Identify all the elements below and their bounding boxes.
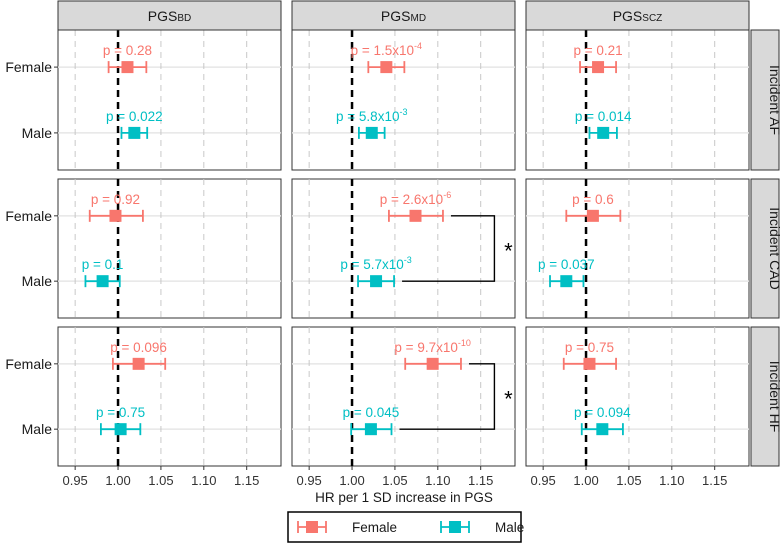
panel-hf-bd	[57, 326, 282, 467]
x-tick-label: 1.05	[382, 473, 407, 488]
p-value-label-cad-md-female: p = 2.6x10-6	[380, 190, 451, 207]
significance-bracket-cad	[402, 215, 496, 282]
panel-af-md	[291, 29, 516, 171]
point-cad-scz-female	[586, 209, 599, 222]
p-value-label-hf-md-male: p = 0.045	[343, 405, 400, 420]
strip-label-hf: Incident HF	[767, 361, 780, 433]
point-af-bd-female	[121, 61, 134, 74]
panel-hf-scz	[525, 326, 750, 467]
significance-star-cad: *	[504, 239, 513, 264]
point-af-md-male	[365, 126, 378, 139]
x-tick-label: 1.10	[425, 473, 450, 488]
point-hf-bd-female	[132, 357, 145, 370]
y-tick-label: Male	[22, 125, 53, 141]
y-tick-label: Male	[22, 273, 53, 289]
strip-bd	[57, 0, 282, 31]
panel-af-scz	[525, 29, 750, 171]
p-value-label-cad-scz-male: p = 0.037	[538, 257, 595, 272]
strip-label-cad: Incident CAD	[767, 207, 780, 289]
strip-label-scz: PGSSCZ	[613, 8, 663, 24]
y-tick-label: Female	[5, 356, 52, 372]
p-value-label-cad-scz-female: p = 0.6	[572, 192, 614, 207]
x-tick-label: 1.10	[191, 473, 216, 488]
point-hf-scz-female	[583, 357, 596, 370]
strip-label-md: PGSMD	[381, 8, 426, 24]
strip-af	[750, 29, 780, 171]
x-tick-label: 0.95	[530, 473, 555, 488]
legend-key-female	[306, 521, 318, 533]
legend-key-male	[449, 521, 461, 533]
p-value-label-cad-bd-male: p = 0.1	[82, 257, 124, 272]
panel-cad-scz	[525, 178, 750, 319]
x-tick-label: 1.00	[105, 473, 130, 488]
strip-hf	[750, 326, 780, 467]
point-af-scz-female	[592, 61, 605, 74]
p-value-label-af-md-female: p = 1.5x10-4	[351, 41, 422, 58]
x-axis-title: HR per 1 SD increase in PGS	[315, 490, 493, 505]
x-tick-label: 1.05	[148, 473, 173, 488]
p-value-label-af-bd-female: p = 0.28	[103, 43, 152, 58]
point-hf-bd-male	[114, 423, 127, 436]
point-af-scz-male	[597, 126, 610, 139]
y-tick-label: Female	[5, 208, 52, 224]
point-cad-md-male	[370, 275, 383, 288]
point-hf-md-female	[426, 357, 439, 370]
p-value-label-hf-scz-female: p = 0.75	[565, 340, 614, 355]
point-hf-md-male	[364, 423, 377, 436]
strip-scz	[525, 0, 750, 31]
point-cad-md-female	[409, 209, 422, 222]
x-tick-label: 1.10	[659, 473, 684, 488]
x-tick-label: 0.95	[296, 473, 321, 488]
strip-label-af: Incident AF	[767, 65, 780, 135]
point-hf-scz-male	[596, 423, 609, 436]
panel-af-bd	[57, 29, 282, 171]
x-tick-label: 1.15	[702, 473, 727, 488]
point-cad-bd-female	[109, 209, 122, 222]
legend-label-male: Male	[495, 520, 524, 535]
p-value-label-hf-scz-male: p = 0.094	[574, 405, 631, 420]
x-tick-label: 1.00	[339, 473, 364, 488]
y-tick-label: Female	[5, 59, 52, 75]
p-value-label-hf-bd-male: p = 0.75	[96, 405, 145, 420]
significance-star-hf: *	[504, 387, 513, 412]
p-value-label-cad-bd-female: p = 0.92	[91, 192, 140, 207]
p-value-label-hf-bd-female: p = 0.096	[110, 340, 167, 355]
strip-cad	[750, 178, 780, 319]
x-tick-label: 1.05	[616, 473, 641, 488]
x-tick-label: 1.15	[468, 473, 493, 488]
p-value-label-af-scz-male: p = 0.014	[575, 109, 632, 124]
legend-label-female: Female	[352, 520, 397, 535]
p-value-label-cad-md-male: p = 5.7x10-3	[340, 255, 411, 272]
strip-md	[291, 0, 516, 31]
x-tick-label: 0.95	[62, 473, 87, 488]
strip-label-bd: PGSBD	[148, 8, 191, 24]
significance-bracket-hf	[399, 363, 496, 430]
point-af-bd-male	[128, 126, 141, 139]
panel-cad-bd	[57, 178, 282, 319]
p-value-label-af-md-male: p = 5.8x10-3	[336, 107, 407, 124]
point-af-md-female	[380, 61, 393, 74]
panel-cad-md	[291, 178, 516, 319]
x-tick-label: 1.00	[573, 473, 598, 488]
p-value-label-af-scz-female: p = 0.21	[573, 43, 622, 58]
point-cad-scz-male	[560, 275, 573, 288]
y-tick-label: Male	[22, 421, 53, 437]
x-tick-label: 1.15	[234, 473, 259, 488]
point-cad-bd-male	[96, 275, 109, 288]
p-value-label-hf-md-female: p = 9.7x10-10	[394, 338, 470, 355]
p-value-label-af-bd-male: p = 0.022	[106, 109, 163, 124]
panel-hf-md	[291, 326, 516, 467]
